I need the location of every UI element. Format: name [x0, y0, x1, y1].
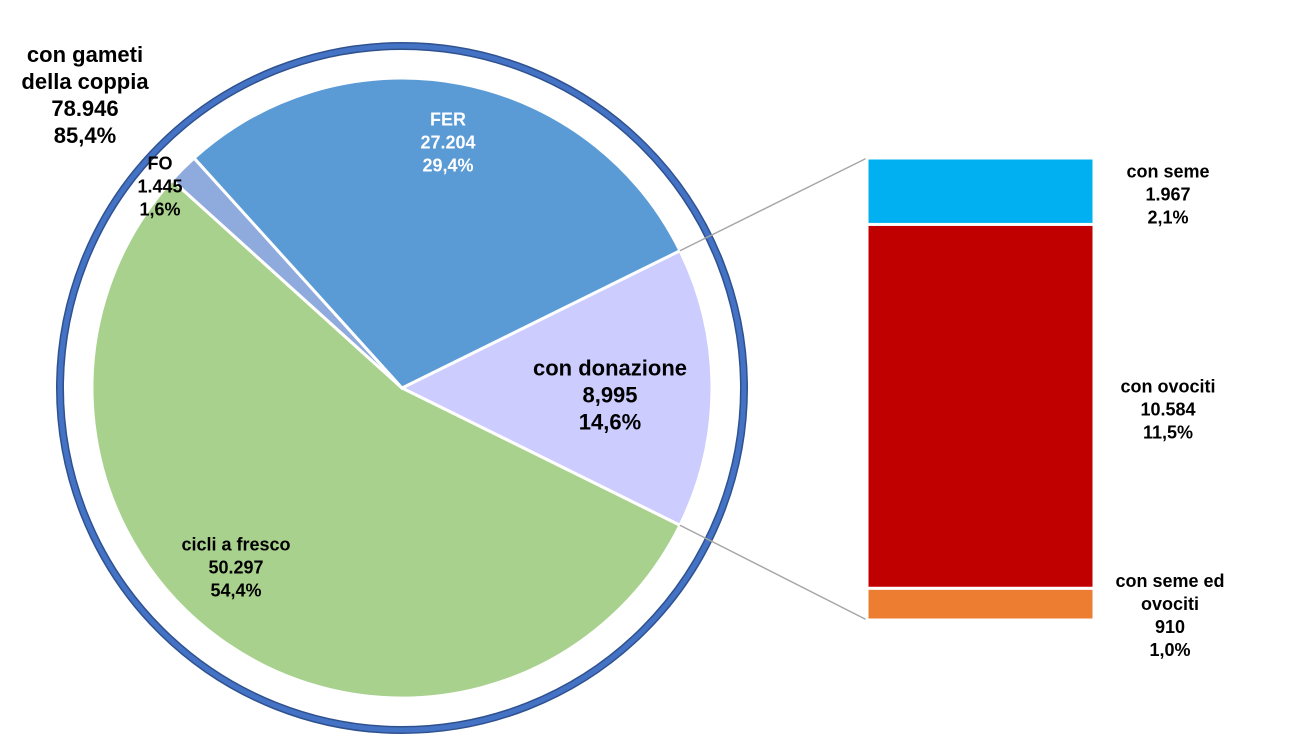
bar-label-line: 1.967 [1145, 184, 1191, 205]
bar-segment [865, 222, 1096, 590]
bar-label-line: con ovociti [1120, 376, 1216, 397]
slice-label-line: 14,6% [578, 409, 642, 435]
connector [679, 524, 868, 621]
slice-label-line: 54,4% [210, 580, 262, 601]
ring-label: con gameti della coppia 78.946 85,4% [20, 41, 150, 149]
pie-slice [398, 248, 714, 528]
slice-label-line: con donazione [533, 355, 687, 381]
bar-label-line: 910 [1154, 617, 1186, 638]
bar-segment [865, 586, 1096, 622]
slice-label-line: 29,4% [422, 155, 474, 176]
bar-segment [865, 156, 1096, 226]
slice-label-line: cicli a fresco [181, 534, 291, 555]
bar-label: con ovociti 10.584 11,5% [1120, 376, 1215, 445]
bar-label-line: 2,1% [1147, 207, 1189, 228]
pie-slice [191, 76, 682, 390]
bar-label-line: con seme [1126, 161, 1210, 182]
slice-label: FER 27.204 29,4% [420, 109, 475, 178]
slice-label-line: 50.297 [208, 557, 264, 578]
ring-label-line: 85,4% [53, 123, 117, 148]
slice-label: cicli a fresco 50.297 54,4% [181, 534, 290, 603]
slice-label: con donazione 8,995 14,6% [533, 355, 687, 436]
pie-slice [90, 177, 682, 700]
slice-label-line: FO [147, 153, 173, 174]
ring-label-line: con gameti della coppia [21, 42, 149, 94]
slice-label-line: 8,995 [582, 382, 638, 408]
slice-label-line: 1.445 [137, 176, 183, 197]
outer-ring-inner [57, 43, 747, 733]
connector [679, 157, 868, 252]
bar-label-line: 1,0% [1149, 640, 1191, 661]
bar-label: con seme ed ovociti 910 1,0% [1105, 570, 1236, 662]
slice-label: FO 1.445 1,6% [137, 153, 182, 222]
bar-label: con seme 1.967 2,1% [1126, 161, 1209, 230]
slice-label-line: FER [430, 109, 466, 130]
bar-label-line: 10.584 [1140, 399, 1196, 420]
ring-label-line: 78.946 [51, 96, 119, 121]
slice-label-line: 1,6% [139, 199, 181, 220]
bar-label-line: con seme ed ovociti [1115, 571, 1225, 615]
bar-label-line: 11,5% [1142, 422, 1194, 443]
slice-label-line: 27.204 [420, 132, 476, 153]
